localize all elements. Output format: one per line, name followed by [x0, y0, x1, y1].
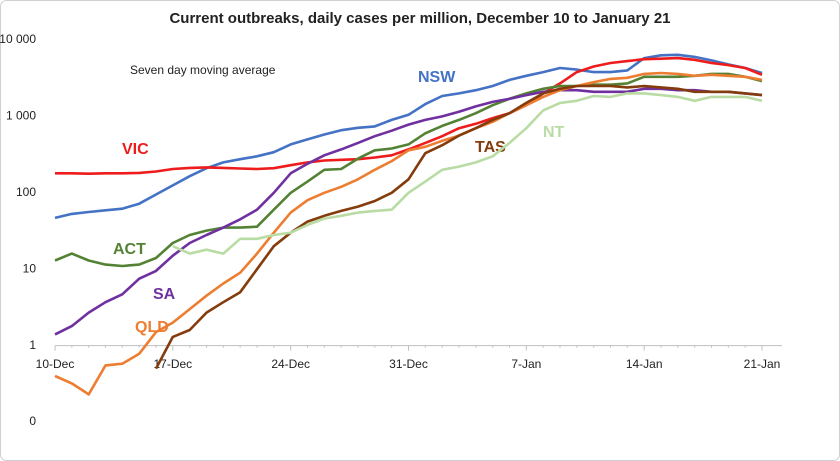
x-tick-label: 10-Dec [36, 357, 75, 371]
x-tick-label: 24-Dec [271, 357, 310, 371]
x-tick-label: 21-Jan [744, 357, 781, 371]
series-label: NT [543, 124, 565, 141]
series-label: VIC [122, 141, 149, 158]
x-tick-label: 17-Dec [153, 357, 192, 371]
chart-title: Current outbreaks, daily cases per milli… [169, 10, 670, 27]
series-line [54, 87, 763, 336]
series-label: NSW [418, 69, 456, 86]
x-tick-label: 7-Jan [511, 357, 541, 371]
series-line [172, 92, 763, 255]
y-tick-label: 100 [16, 185, 36, 199]
series-line [54, 72, 763, 268]
y-tick-label: 10 000 [0, 32, 36, 46]
y-tick-label: 1 [29, 338, 36, 352]
y-tick-label: 1 000 [6, 109, 36, 123]
x-tick-label: 31-Dec [389, 357, 428, 371]
x-tick-label: 14-Jan [626, 357, 663, 371]
series-label: QLD [135, 319, 169, 336]
series-label: ACT [113, 241, 146, 258]
series-line [154, 84, 763, 370]
chart-subtitle: Seven day moving average [130, 63, 276, 77]
y-tick-label: 0 [29, 414, 36, 428]
y-tick-label: 10 [23, 261, 37, 275]
series-line [54, 71, 763, 396]
series-label: SA [153, 286, 176, 303]
